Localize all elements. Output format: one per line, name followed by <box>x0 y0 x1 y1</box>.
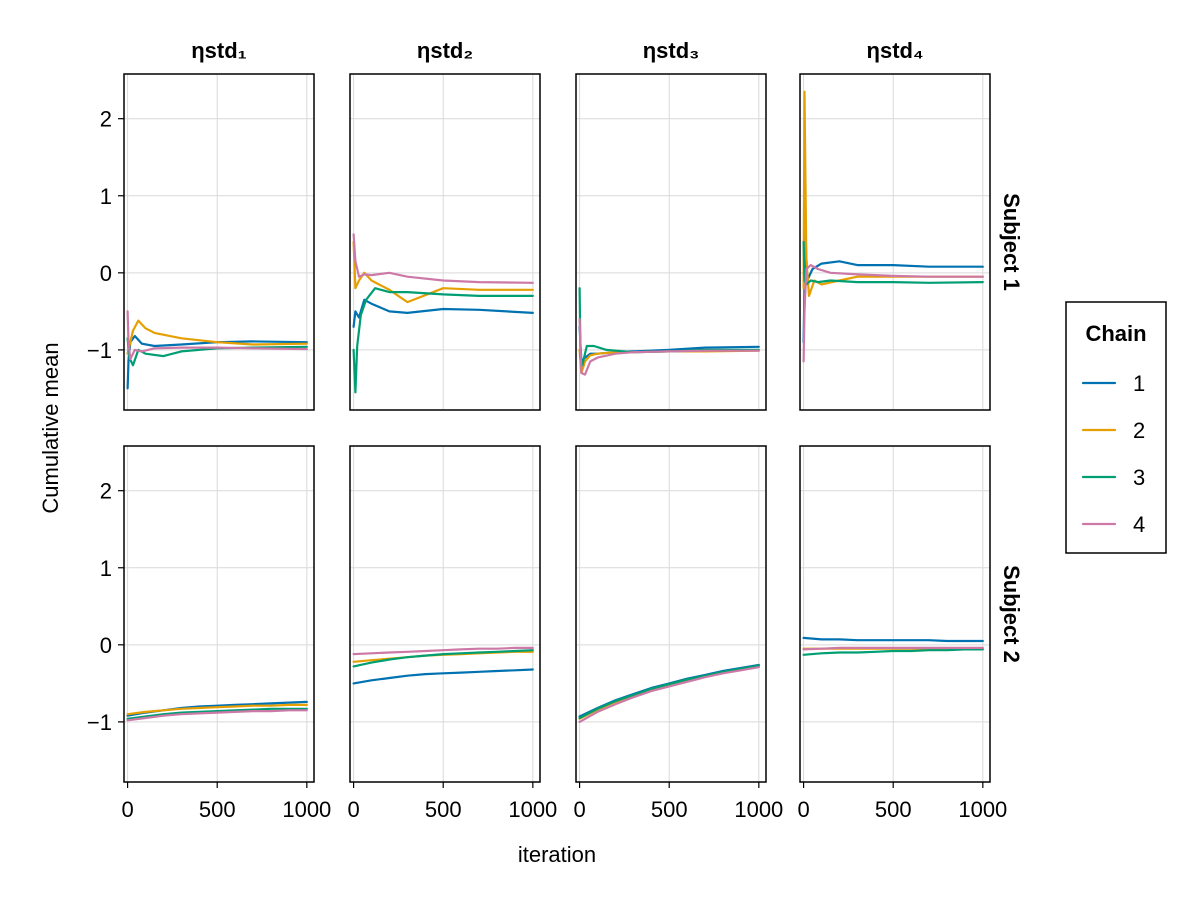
x-tick-label: 1000 <box>508 797 557 822</box>
x-tick-label: 1000 <box>282 797 331 822</box>
series-line-chain-3 <box>578 664 760 720</box>
panel <box>575 73 767 411</box>
x-tick-label: 1000 <box>958 797 1007 822</box>
y-tick-label: −1 <box>87 338 112 363</box>
panels-layer: −1 0 1 2 −1 0 1 2 0 500 1000 0 500 1000 0 500 1000 0 500 10… <box>87 73 1007 822</box>
y-tick-label: 2 <box>100 479 112 504</box>
y-tick-label: −1 <box>87 710 112 735</box>
column-title: ηstd₃ <box>643 38 700 63</box>
legend-label: 2 <box>1133 418 1145 443</box>
legend-title: Chain <box>1085 321 1146 346</box>
panel-frame <box>799 445 991 783</box>
panel: 0 500 1000 <box>797 445 1007 822</box>
series-line-chain-4 <box>352 233 534 284</box>
x-tick-label: 500 <box>875 797 912 822</box>
series-line-chain-3 <box>352 287 534 394</box>
series-line-chain-3 <box>352 649 534 668</box>
x-tick-label: 500 <box>199 797 236 822</box>
panel-frame <box>799 73 991 411</box>
panel-frame <box>349 445 541 783</box>
x-tick-label: 0 <box>347 797 359 822</box>
x-axis-label: iteration <box>518 842 596 867</box>
column-title: ηstd₁ <box>191 38 247 63</box>
x-tick-label: 0 <box>573 797 585 822</box>
series-line-chain-2 <box>126 319 308 355</box>
y-tick-label: 1 <box>100 184 112 209</box>
series-line-chain-1 <box>352 298 534 328</box>
panel <box>349 73 541 411</box>
series-line-chain-4 <box>578 666 760 724</box>
series-line-chain-2 <box>352 240 534 304</box>
x-tick-label: 500 <box>651 797 688 822</box>
x-tick-label: 1000 <box>734 797 783 822</box>
series-line-chain-4 <box>352 646 534 656</box>
panel: −1 0 1 2 0 500 1000 <box>87 445 331 822</box>
series-line-chain-1 <box>802 636 984 643</box>
panel: −1 0 1 2 <box>87 73 315 411</box>
y-tick-label: 0 <box>100 261 112 286</box>
series-line-chain-2 <box>126 703 308 716</box>
panel-frame <box>575 73 767 411</box>
x-tick-label: 500 <box>425 797 462 822</box>
x-tick-label: 0 <box>797 797 809 822</box>
x-tick-label: 0 <box>121 797 133 822</box>
y-tick-label: 0 <box>100 633 112 658</box>
panel-frame <box>123 445 315 783</box>
series-line-chain-4 <box>578 318 760 376</box>
series-line-chain-4 <box>126 310 308 361</box>
series-line-chain-4 <box>802 646 984 651</box>
panel-frame <box>349 73 541 411</box>
y-axis-label: Cumulative mean <box>38 342 63 513</box>
y-tick-label: 2 <box>100 107 112 132</box>
column-title: ηstd₂ <box>417 38 473 63</box>
legend-box <box>1065 301 1167 554</box>
legend-label: 1 <box>1133 371 1145 396</box>
series-line-chain-1 <box>352 668 534 685</box>
row-title: Subject 2 <box>999 565 1024 663</box>
panel: 0 500 1000 <box>347 445 557 822</box>
legend-label: 4 <box>1133 512 1145 537</box>
legend-label: 3 <box>1133 465 1145 490</box>
panel-frame <box>123 73 315 411</box>
series-line-chain-4 <box>126 709 308 722</box>
series-line-chain-3 <box>802 648 984 656</box>
series-line-chain-4 <box>802 264 984 363</box>
column-title: ηstd₄ <box>867 38 924 63</box>
panel: 0 500 1000 <box>573 445 783 822</box>
series-line-chain-3 <box>126 707 308 720</box>
legend: Chain 1 2 3 4 <box>1065 301 1167 554</box>
panel-frame <box>575 445 767 783</box>
y-tick-label: 1 <box>100 556 112 581</box>
panel <box>799 73 991 411</box>
row-title: Subject 1 <box>999 193 1024 291</box>
